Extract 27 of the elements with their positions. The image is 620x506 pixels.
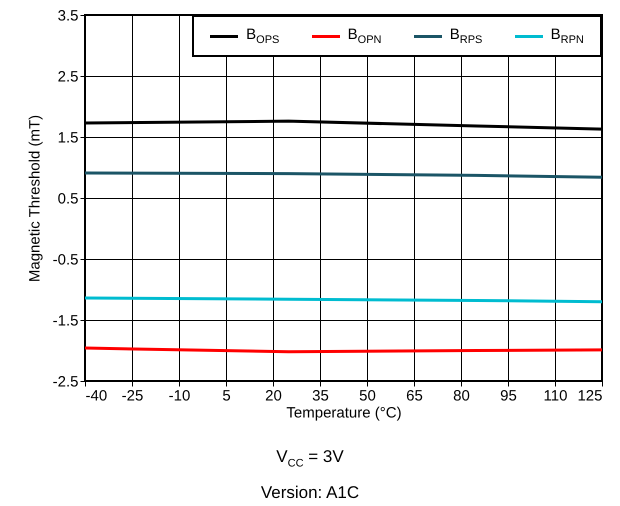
x-tick-label: -10 [168,388,190,404]
x-tick-label: 95 [500,388,517,404]
x-tick-label: 20 [265,388,282,404]
text: Version: A1C [260,482,360,504]
x-tick-label: 125 [577,388,602,404]
x-axis-title: Temperature (°C) [286,404,402,422]
y-tick-label: 2.5 [58,68,78,86]
x-tick-label: 5 [222,388,231,404]
legend-label: B$_{RPS}$ [450,26,482,46]
y-tick-label: -0.5 [52,252,78,268]
y-tick-label: -1.5 [52,312,78,330]
y-tick-label: -2.5 [52,374,78,390]
x-tick-label: 110 [544,388,568,404]
legend-label: B$_{OPS}$ [246,26,280,46]
x-tick-label: -25 [122,388,144,404]
legend-label: B$_{RPN}$ [550,26,584,46]
x-tick-label: 50 [359,388,376,404]
x-tick-label: 80 [453,388,470,404]
y-axis-title: Magnetic Threshold (mT) [26,114,44,282]
x-tick-label: -40 [86,388,108,404]
y-tick-label: 0.5 [58,190,78,208]
x-tick-label: 35 [312,388,329,404]
x-tick-label: 65 [406,388,423,404]
text: V$_{CC}$ = 3V [275,446,345,472]
legend-label: B$_{OPN}$ [348,26,382,46]
y-tick-label: 1.5 [58,130,78,146]
y-tick-label: 3.5 [58,8,78,24]
